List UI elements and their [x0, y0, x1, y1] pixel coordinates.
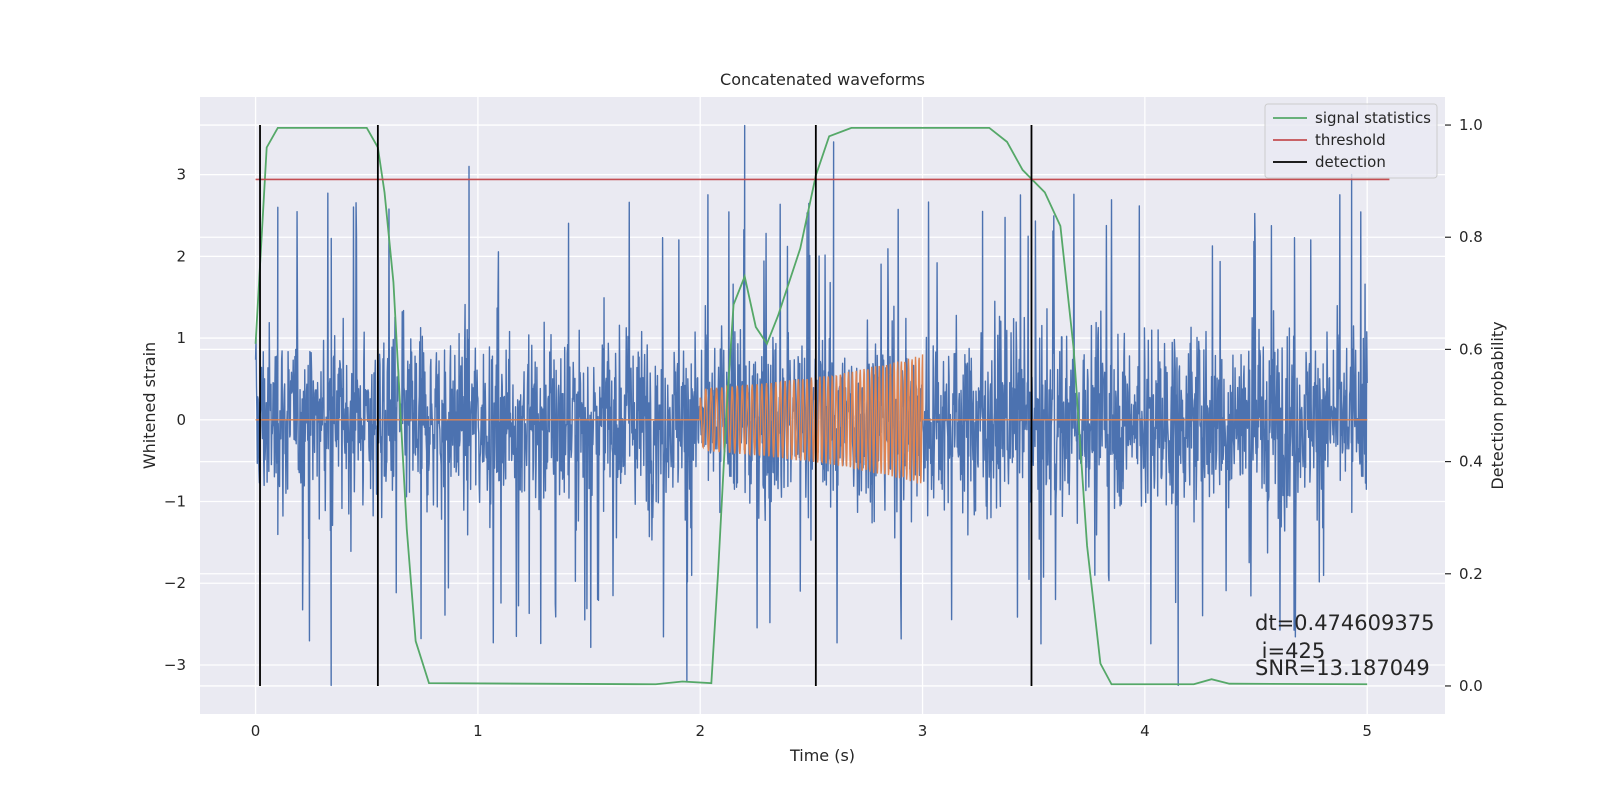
y2-tick-label: 0.4 [1459, 453, 1483, 471]
legend-label-threshold: threshold [1315, 131, 1386, 149]
y2-axis-title: Detection probability [1488, 321, 1507, 489]
y-tick-label: −3 [164, 656, 186, 674]
annotation-snr: SNR=13.187049 [1255, 656, 1430, 680]
ticks: 0 1 2 3 4 5 −3 −2 −1 0 1 2 3 0.0 0.2 0.4 0.6 0.8 1.0 [164, 116, 1483, 740]
x-tick-label: 5 [1362, 722, 1372, 740]
x-tick-label: 3 [918, 722, 928, 740]
series-signal-statistics-line [254, 126, 1368, 686]
y2-tick-label: 0.8 [1459, 228, 1483, 246]
y-tick-label: 1 [176, 329, 186, 347]
legend: signal statistics threshold detection [1264, 103, 1438, 179]
y-tick-label: −1 [164, 493, 186, 511]
x-tick-label: 1 [473, 722, 483, 740]
series-chirp-line [255, 354, 1368, 484]
y-tick-label: 3 [176, 166, 186, 184]
legend-box [1264, 103, 1438, 179]
y2-tick-label: 0.2 [1459, 565, 1483, 583]
y-axis-title: Whitened strain [140, 342, 159, 469]
y-tick-label: 2 [176, 247, 186, 265]
y-tick-label: 0 [176, 411, 186, 429]
y2-tick-label: 0.6 [1459, 340, 1483, 358]
x-tick-label: 0 [251, 722, 261, 740]
legend-label-signal-statistics: signal statistics [1315, 109, 1431, 127]
y-tick-label: −2 [164, 574, 186, 592]
plot-content [254, 124, 1390, 687]
x-tick-label: 4 [1140, 722, 1150, 740]
y2-tick-label: 1.0 [1459, 116, 1483, 134]
x-axis-title: Time (s) [789, 746, 855, 765]
legend-label-detection: detection [1315, 153, 1386, 171]
grid [200, 97, 1445, 714]
series-noise-line [254, 124, 1368, 687]
chart-title: Concatenated waveforms [720, 70, 925, 89]
y2-tick-label: 0.0 [1459, 677, 1483, 695]
x-tick-label: 2 [695, 722, 705, 740]
annotation-dt: dt=0.474609375 [1255, 611, 1434, 635]
series-detection-lines [259, 125, 1033, 686]
annotation-index: i=425 [1255, 639, 1325, 663]
